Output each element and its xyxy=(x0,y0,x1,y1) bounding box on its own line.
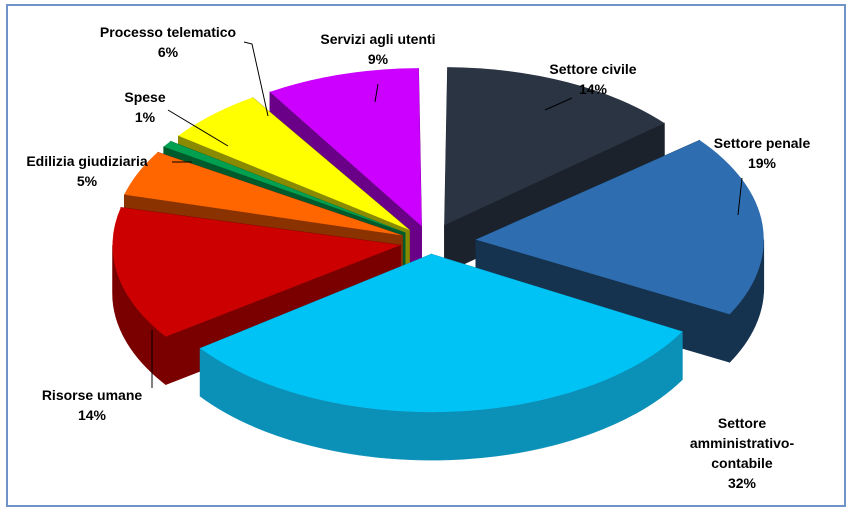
value-label-spese: 1% xyxy=(135,109,156,125)
label-text-settore-penale: Settore penale xyxy=(714,135,811,151)
label-text-settore-amministrativo-contabile: Settore xyxy=(718,415,766,431)
leader-lines xyxy=(151,41,743,388)
leader-line-processo-telematico xyxy=(243,41,269,117)
leader-line-spese xyxy=(167,109,229,147)
label-risorse-umane: Risorse umane 14% xyxy=(42,387,143,423)
label-text-risorse-umane: Risorse umane xyxy=(42,387,143,403)
label-text-edilizia-giudiziaria: Edilizia giudiziaria xyxy=(26,153,148,169)
value-label-risorse-umane: 14% xyxy=(78,407,107,423)
label-processo-telematico: Processo telematico 6% xyxy=(100,24,236,60)
label-text-processo-telematico: Processo telematico xyxy=(100,24,236,40)
label-spese: Spese 1% xyxy=(124,89,165,125)
label-settore-civile: Settore civile 14% xyxy=(549,61,636,97)
label-settore-penale: Settore penale 19% xyxy=(714,135,811,171)
slice-labels: Settore civile 14%Settore penale 19%Settor… xyxy=(26,24,810,491)
label-settore-amministrativo-contabile: Settore amministrativo-contabile 32% xyxy=(690,415,795,491)
label-text-servizi-agli-utenti: Servizi agli utenti xyxy=(320,31,435,47)
slice-tops xyxy=(112,67,764,413)
leader-line-settore-penale xyxy=(737,177,743,216)
slice-settore-civile xyxy=(444,67,665,226)
slice-settore-penale xyxy=(475,140,764,315)
chart-frame xyxy=(6,4,846,507)
label-text-settore-civile: Settore civile xyxy=(549,61,636,77)
slice-settore-amministrativo-contabile xyxy=(200,254,683,413)
label-text-spese: Spese xyxy=(124,89,165,105)
value-label-settore-amministrativo-contabile: 32% xyxy=(728,475,757,491)
label-text-settore-amministrativo-contabile: amministrativo- xyxy=(690,435,795,451)
value-label-edilizia-giudiziaria: 5% xyxy=(77,173,98,189)
value-label-settore-civile: 14% xyxy=(579,81,608,97)
slice-servizi-agli-utenti xyxy=(269,68,422,227)
value-label-servizi-agli-utenti: 9% xyxy=(368,51,389,67)
value-label-settore-penale: 19% xyxy=(748,155,777,171)
slice-edilizia-giudiziaria xyxy=(124,152,403,236)
label-text-settore-amministrativo-contabile: contabile xyxy=(711,455,773,471)
slice-risorse-umane xyxy=(112,207,401,337)
value-label-processo-telematico: 6% xyxy=(158,44,179,60)
slice-spese xyxy=(163,141,406,233)
leader-line-settore-civile xyxy=(544,97,573,111)
label-edilizia-giudiziaria: Edilizia giudiziaria 5% xyxy=(26,153,148,189)
leader-line-servizi-agli-utenti xyxy=(374,83,379,103)
slice-processo-telematico xyxy=(178,97,410,230)
label-servizi-agli-utenti: Servizi agli utenti 9% xyxy=(320,31,435,67)
